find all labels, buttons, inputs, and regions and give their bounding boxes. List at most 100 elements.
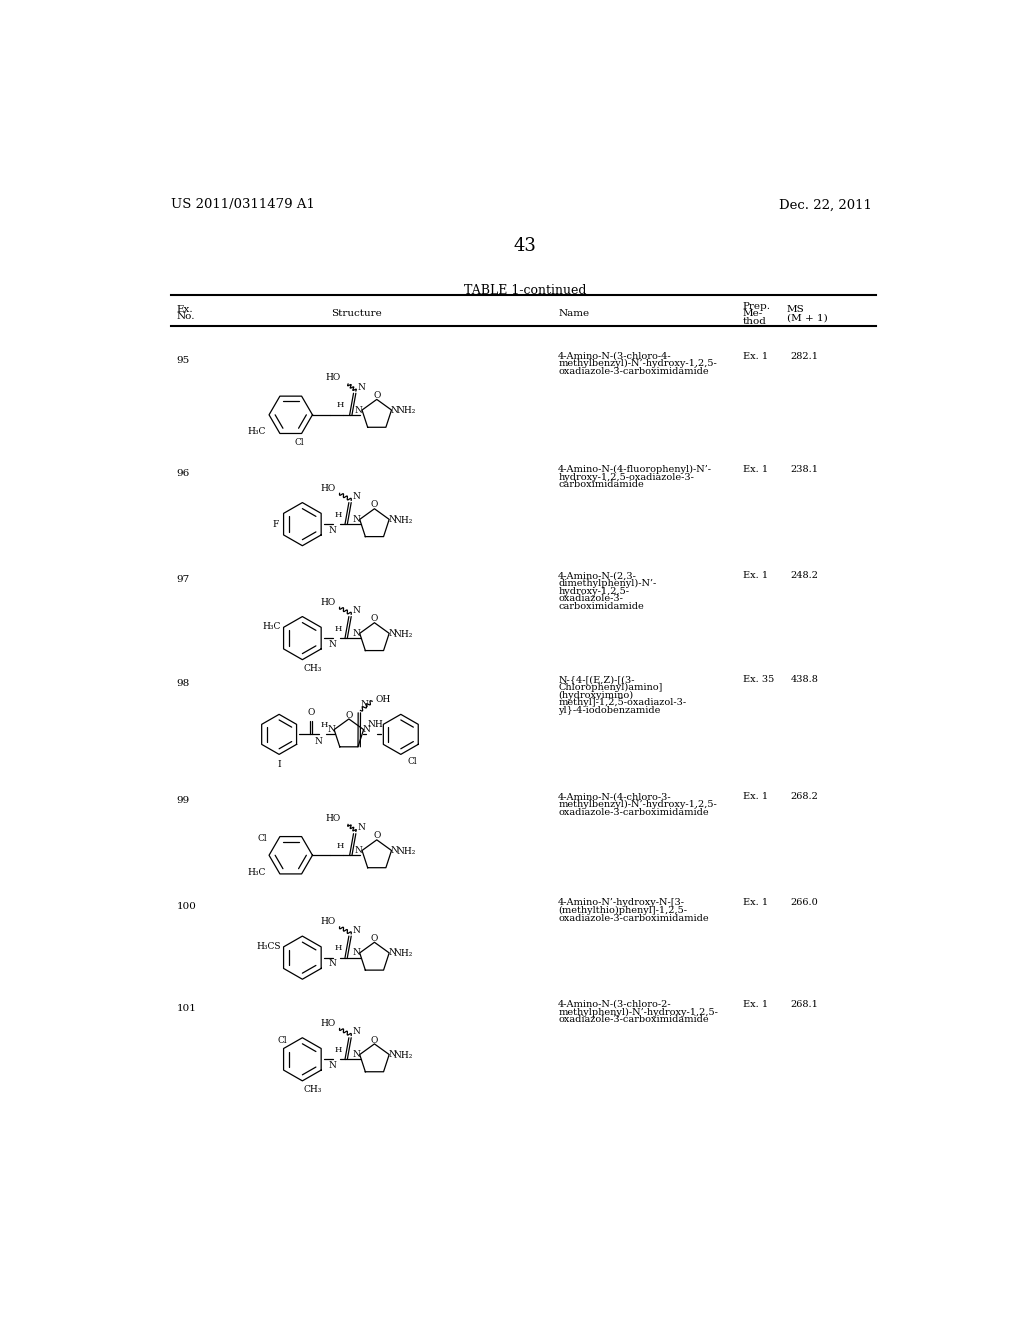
Text: (methylthio)phenyl]-1,2,5-: (methylthio)phenyl]-1,2,5- [558,906,687,915]
Text: N: N [388,515,396,524]
Text: O: O [373,391,381,400]
Text: US 2011/0311479 A1: US 2011/0311479 A1 [171,198,314,211]
Text: 96: 96 [177,469,190,478]
Text: Ex.: Ex. [177,305,194,314]
Text: Ex. 1: Ex. 1 [742,572,768,579]
Text: N: N [388,1049,396,1059]
Text: Ex. 35: Ex. 35 [742,675,774,684]
Text: 4-Amino-N’-hydroxy-N-[3-: 4-Amino-N’-hydroxy-N-[3- [558,899,685,907]
Text: Ex. 1: Ex. 1 [742,351,768,360]
Text: 97: 97 [177,576,190,583]
Text: dimethylphenyl)-N’-: dimethylphenyl)-N’- [558,579,656,587]
Text: Cl: Cl [278,1036,287,1045]
Text: Ex. 1: Ex. 1 [742,465,768,474]
Text: NH₂: NH₂ [396,847,416,855]
Text: CH₃: CH₃ [304,1085,323,1094]
Text: N: N [352,948,360,957]
Text: N: N [352,606,360,615]
Text: N: N [355,846,362,855]
Text: H₃CS: H₃CS [256,941,281,950]
Text: NH₂: NH₂ [396,407,416,416]
Text: N: N [360,700,369,709]
Text: N: N [329,525,337,535]
Text: O: O [371,500,378,510]
Text: N: N [355,405,362,414]
Text: NH₂: NH₂ [393,630,413,639]
Text: 101: 101 [177,1003,197,1012]
Text: N: N [352,492,360,502]
Text: 4-Amino-N-(4-chloro-3-: 4-Amino-N-(4-chloro-3- [558,792,672,801]
Text: 238.1: 238.1 [791,465,818,474]
Text: H₃C: H₃C [248,867,266,876]
Text: N: N [352,515,360,524]
Text: N: N [388,948,396,957]
Text: oxadiazole-3-carboximidamide: oxadiazole-3-carboximidamide [558,1015,709,1024]
Text: N-{4-[(E,Z)-[(3-: N-{4-[(E,Z)-[(3- [558,675,635,684]
Text: Ex. 1: Ex. 1 [742,792,768,801]
Text: Name: Name [558,309,589,318]
Text: N: N [391,405,398,414]
Text: 100: 100 [177,903,197,911]
Text: O: O [371,1036,378,1044]
Text: Structure: Structure [331,309,382,318]
Text: oxadiazole-3-carboximidamide: oxadiazole-3-carboximidamide [558,808,709,817]
Text: 4-Amino-N-(3-chloro-4-: 4-Amino-N-(3-chloro-4- [558,351,672,360]
Text: TABLE 1-continued: TABLE 1-continued [464,284,586,297]
Text: Ex. 1: Ex. 1 [742,899,768,907]
Text: Cl: Cl [407,758,417,767]
Text: (hydroxyimino): (hydroxyimino) [558,690,633,700]
Text: N: N [314,737,323,746]
Text: methylphenyl)-N’-hydroxy-1,2,5-: methylphenyl)-N’-hydroxy-1,2,5- [558,1007,718,1016]
Text: N: N [388,628,396,638]
Text: O: O [345,710,352,719]
Text: hydroxy-1,2,5-: hydroxy-1,2,5- [558,586,629,595]
Text: H: H [337,401,344,409]
Text: HO: HO [325,374,340,383]
Text: N: N [357,824,366,832]
Text: Cl: Cl [295,438,304,447]
Text: N: N [352,628,360,638]
Text: O: O [371,614,378,623]
Text: N: N [352,925,360,935]
Text: HO: HO [321,917,336,927]
Text: 4-Amino-N-(3-chloro-2-: 4-Amino-N-(3-chloro-2- [558,1001,672,1008]
Text: No.: No. [177,313,196,321]
Text: H: H [335,511,342,519]
Text: N: N [327,725,335,734]
Text: 268.1: 268.1 [791,1001,818,1008]
Text: hydroxy-1,2,5-oxadiazole-3-: hydroxy-1,2,5-oxadiazole-3- [558,473,694,482]
Text: O: O [307,709,314,718]
Text: Chlorophenyl)amino]: Chlorophenyl)amino] [558,682,663,692]
Text: H: H [335,1045,342,1053]
Text: CH₃: CH₃ [304,664,323,673]
Text: H: H [335,944,342,952]
Text: H₃C: H₃C [262,622,281,631]
Text: 268.2: 268.2 [791,792,818,801]
Text: (M + 1): (M + 1) [786,313,827,322]
Text: oxadiazole-3-carboximidamide: oxadiazole-3-carboximidamide [558,913,709,923]
Text: 43: 43 [513,238,537,255]
Text: N: N [329,1061,337,1069]
Text: methyl]-1,2,5-oxadiazol-3-: methyl]-1,2,5-oxadiazol-3- [558,698,686,708]
Text: 282.1: 282.1 [791,351,818,360]
Text: HO: HO [321,1019,336,1028]
Text: NH₂: NH₂ [393,516,413,525]
Text: oxadiazole-3-carboximidamide: oxadiazole-3-carboximidamide [558,367,709,376]
Text: yl}-4-iodobenzamide: yl}-4-iodobenzamide [558,706,660,715]
Text: oxadiazole-3-: oxadiazole-3- [558,594,623,603]
Text: MS: MS [786,305,805,314]
Text: NH₂: NH₂ [393,949,413,958]
Text: H₃C: H₃C [248,428,266,436]
Text: 95: 95 [177,355,190,364]
Text: methylbenzyl)-N’-hydroxy-1,2,5-: methylbenzyl)-N’-hydroxy-1,2,5- [558,800,717,809]
Text: H: H [321,721,329,729]
Text: O: O [373,832,381,841]
Text: 98: 98 [177,678,190,688]
Text: thod: thod [742,317,766,326]
Text: NH: NH [368,719,383,729]
Text: F: F [272,520,279,528]
Text: N: N [352,1049,360,1059]
Text: N: N [329,640,337,648]
Text: N: N [362,725,371,734]
Text: O: O [371,935,378,942]
